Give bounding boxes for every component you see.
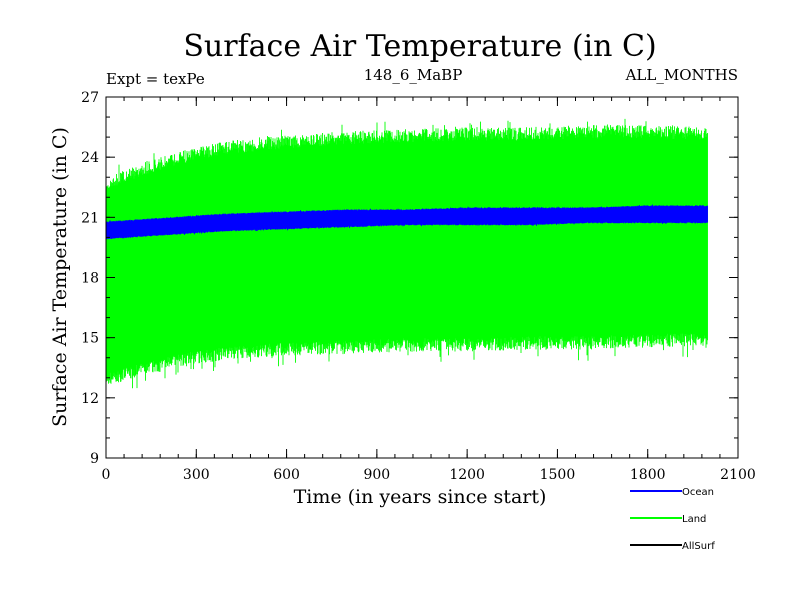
legend-label: Ocean — [682, 487, 714, 498]
subtitle-left: Expt = texPe — [106, 70, 205, 88]
legend-item: Ocean — [630, 487, 714, 498]
y-tick-label: 27 — [81, 90, 99, 106]
x-tick-label: 1500 — [540, 467, 576, 483]
y-tick-label: 24 — [81, 150, 99, 166]
y-tick-label: 15 — [81, 331, 99, 347]
ticks-layer: 0 300 600 900 1200 1500 1800 2100 9 12 15 18 21 24 27 — [81, 90, 756, 483]
series-line-land — [105, 118, 708, 389]
legend-item: AllSurf — [630, 541, 715, 552]
x-tick-label: 1200 — [449, 467, 485, 483]
x-axis-label: Time (in years since start) — [294, 486, 547, 508]
x-tick-label: 0 — [102, 467, 111, 483]
x-tick-label: 1800 — [630, 467, 666, 483]
y-tick-label: 21 — [81, 210, 99, 226]
y-tick-label: 9 — [90, 451, 99, 467]
x-tick-label: 900 — [363, 467, 390, 483]
series-layer — [105, 118, 708, 389]
series-land — [105, 118, 708, 389]
subtitle-right: ALL_MONTHS — [625, 66, 738, 84]
legend-label: AllSurf — [682, 541, 715, 552]
legend: Ocean Land AllSurf — [630, 487, 715, 552]
legend-item: Land — [630, 514, 706, 525]
chart-title: Surface Air Temperature (in C) — [183, 29, 656, 64]
y-tick-label: 18 — [81, 271, 99, 287]
x-tick-label: 2100 — [720, 467, 756, 483]
y-axis-label: Surface Air Temperature (in C) — [49, 127, 71, 427]
x-tick-label: 300 — [183, 467, 210, 483]
legend-label: Land — [682, 514, 706, 525]
subtitle-center: 148_6_MaBP — [364, 66, 463, 84]
y-tick-label: 12 — [81, 391, 99, 407]
x-tick-label: 600 — [273, 467, 300, 483]
